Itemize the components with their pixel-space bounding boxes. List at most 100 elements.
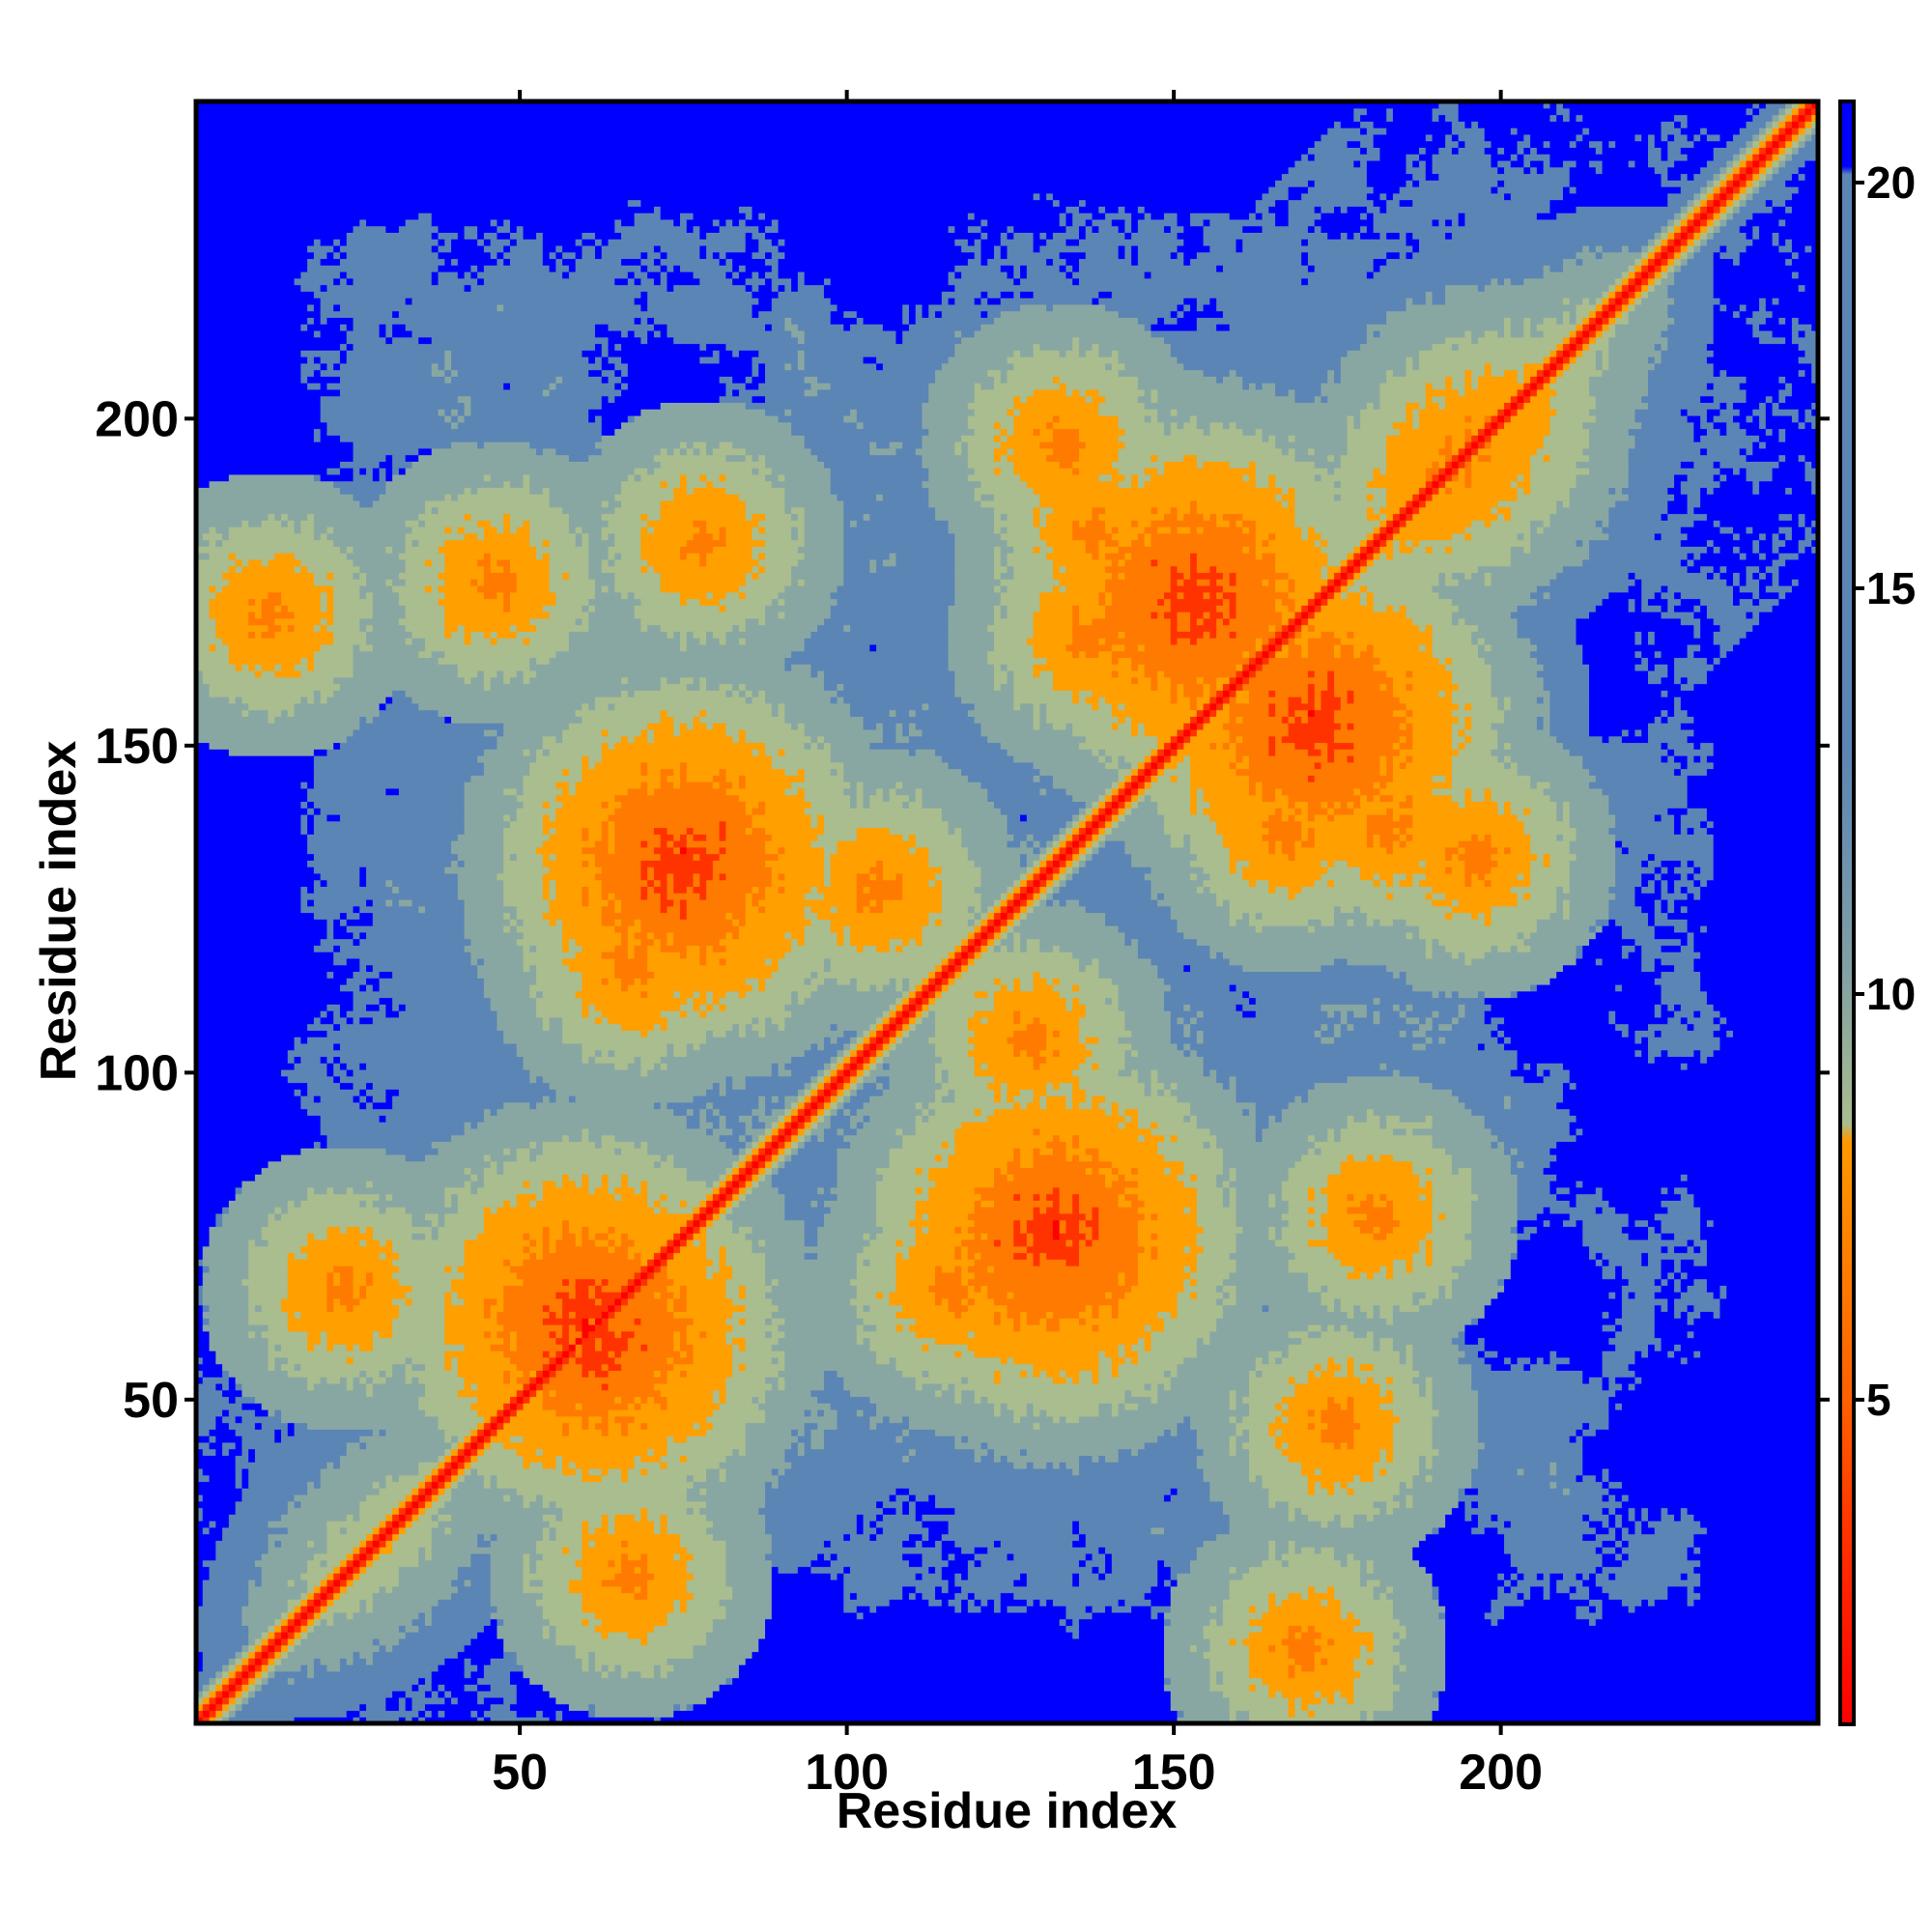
heatmap-cell: [902, 1415, 910, 1424]
heatmap-cell: [1379, 1507, 1387, 1515]
heatmap-cell: [686, 1122, 700, 1129]
heatmap-cell: [817, 1409, 825, 1417]
heatmap-cell: [1000, 1599, 1028, 1606]
heatmap-cell: [242, 1180, 367, 1188]
heatmap-cell: [830, 1056, 838, 1064]
heatmap-cell: [1628, 1212, 1656, 1221]
heatmap-cell: [987, 1063, 1035, 1070]
heatmap-cell: [1347, 1207, 1394, 1214]
heatmap-cell: [222, 1207, 230, 1214]
heatmap-cell: [653, 1448, 668, 1457]
heatmap-cell: [693, 1552, 726, 1561]
heatmap-cell: [1314, 1481, 1322, 1489]
heatmap-cell: [1229, 1186, 1237, 1195]
heatmap-cell: [307, 1337, 322, 1345]
heatmap-cell: [765, 1520, 858, 1528]
heatmap-cell: [268, 1350, 445, 1358]
heatmap-cell: [379, 1330, 393, 1339]
heatmap-cell: [706, 1193, 714, 1201]
heatmap-cell: [1661, 1285, 1675, 1293]
heatmap-cell: [1288, 1207, 1309, 1214]
heatmap-cell: [1255, 1108, 1283, 1116]
heatmap-cell: [1268, 1356, 1276, 1365]
heatmap-cell: [1412, 1042, 1427, 1051]
heatmap-cell: [281, 1344, 308, 1351]
heatmap-cell: [1007, 1174, 1014, 1181]
heatmap-cell: [1445, 1658, 1819, 1665]
heatmap-cell: [738, 1174, 747, 1181]
heatmap-cell: [490, 1658, 518, 1665]
heatmap-cell: [1687, 1330, 1694, 1339]
heatmap-cell: [261, 1566, 308, 1574]
heatmap-cell: [542, 1611, 596, 1620]
heatmap-cell: [1144, 1382, 1152, 1391]
heatmap-cell: [1170, 1703, 1231, 1712]
heatmap-cell: [1360, 1559, 1368, 1568]
heatmap-cell: [1347, 1363, 1354, 1372]
heatmap-cell: [948, 1520, 1073, 1528]
heatmap-cell: [444, 1481, 452, 1489]
heatmap-cell: [1451, 1160, 1512, 1169]
heatmap-cell: [830, 1186, 877, 1195]
heatmap-cell: [895, 1363, 1035, 1372]
heatmap-cell: [954, 1252, 962, 1260]
heatmap-cell: [1517, 1056, 1649, 1064]
heatmap-cell: [196, 1467, 204, 1476]
heatmap-cell: [1288, 1101, 1466, 1110]
heatmap-cell: [1425, 1252, 1434, 1260]
heatmap-cell: [1229, 1710, 1237, 1718]
heatmap-cell: [594, 1324, 610, 1332]
heatmap-cell: [1255, 1370, 1264, 1378]
heatmap-cell: [274, 1625, 282, 1633]
heatmap-cell: [503, 1259, 511, 1266]
heatmap-cell: [1170, 1488, 1179, 1495]
heatmap-cell: [1438, 1292, 1446, 1299]
heatmap-cell: [1314, 1625, 1354, 1633]
heatmap-cell: [974, 1063, 982, 1070]
heatmap-cell: [555, 1462, 563, 1469]
heatmap-cell: [1294, 1547, 1302, 1554]
heatmap-cell: [196, 1474, 211, 1483]
heatmap-cell: [327, 1462, 334, 1469]
heatmap-cell: [549, 1690, 714, 1698]
heatmap-cell: [457, 1573, 492, 1580]
heatmap-cell: [320, 1658, 341, 1665]
heatmap-cell: [457, 1193, 518, 1201]
heatmap-cell: [725, 1552, 766, 1561]
heatmap-cell: [516, 1448, 537, 1457]
heatmap-cell: [1334, 1514, 1342, 1521]
heatmap-cell: [712, 1200, 721, 1208]
heatmap-cell: [412, 1219, 433, 1228]
heatmap-cell: [529, 1566, 537, 1574]
heatmap-cell: [601, 1174, 610, 1181]
heatmap-cell: [1647, 1350, 1668, 1358]
heatmap-cell: [1406, 1127, 1413, 1136]
heatmap-cell: [1007, 1167, 1087, 1175]
heatmap-cell: [706, 1200, 714, 1208]
heatmap-cell: [300, 1637, 374, 1646]
heatmap-cell: [366, 1063, 525, 1070]
heatmap-cell: [594, 1233, 610, 1240]
heatmap-cell: [863, 1056, 870, 1064]
heatmap-cell: [281, 1363, 296, 1372]
heatmap-cell: [346, 1356, 355, 1365]
heatmap-cell: [215, 1717, 223, 1724]
heatmap-cell: [1111, 1559, 1158, 1568]
heatmap-cell: [268, 1160, 492, 1169]
heatmap-cell: [647, 1278, 674, 1286]
heatmap-cell: [281, 1415, 440, 1424]
heatmap-cell: [752, 1186, 780, 1195]
heatmap-cell: [412, 1363, 426, 1372]
heatmap-cell: [1589, 1618, 1597, 1627]
heatmap-cell: [1399, 1068, 1512, 1077]
heatmap-cell: [1353, 1625, 1407, 1633]
heatmap-cell: [1039, 1127, 1152, 1136]
heatmap-cell: [935, 1089, 950, 1096]
heatmap-cell: [385, 1474, 393, 1483]
heatmap-cell: [1412, 1160, 1453, 1169]
heatmap-cell: [1654, 1304, 1662, 1313]
heatmap-cell: [209, 1474, 237, 1483]
heatmap-cell: [1373, 1500, 1387, 1509]
heatmap-cell: [915, 1233, 976, 1240]
heatmap-cell: [823, 1042, 844, 1051]
